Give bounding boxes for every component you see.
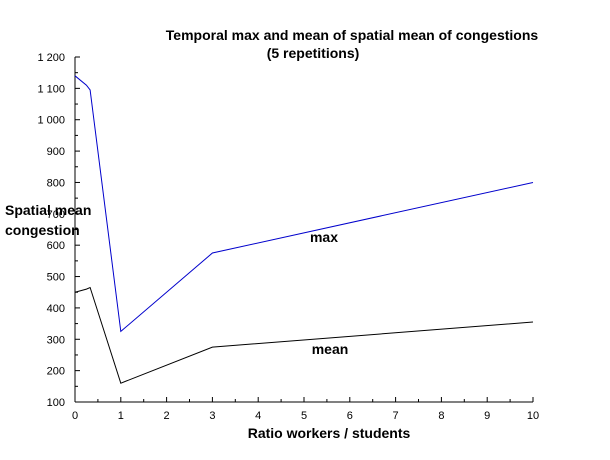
x-tick-label: 6 [347,410,353,422]
x-tick-label: 2 [164,410,170,422]
x-tick-label: 3 [209,410,215,422]
y-axis-label-line-1: Spatial mean [5,202,91,218]
x-tick-label: 0 [72,410,78,422]
y-tick-label: 500 [47,272,65,284]
y-tick-label: 600 [47,240,65,252]
y-tick-label: 1 000 [37,115,65,127]
y-tick-label: 100 [47,397,65,409]
y-axis-label-line-2: congestion [5,222,80,238]
plot-area [74,75,534,384]
series-line-mean [74,286,534,384]
y-tick-label: 1 200 [37,52,65,64]
y-tick-label: 200 [47,366,65,378]
y-tick-label: 900 [47,146,65,158]
chart-title-line-1: Temporal max and mean of spatial mean of… [166,27,539,43]
x-tick-label: 9 [484,410,490,422]
x-axis-label: Ratio workers / students [248,425,411,441]
y-tick-label: 300 [47,334,65,346]
y-tick-label: 1 100 [37,83,65,95]
series-label-max: max [310,229,338,245]
x-tick-label: 10 [527,410,539,422]
x-tick-label: 1 [118,410,124,422]
chart-title-line-2: (5 repetitions) [267,45,360,61]
series-label-mean: mean [312,341,349,357]
x-tick-label: 5 [301,410,307,422]
axes: 0 1 2 3 4 5 6 7 8 9 10 100 200 300 400 500 600 700 800 900 1… [37,52,539,422]
x-tick-label: 8 [438,410,444,422]
x-tick-label: 7 [393,410,399,422]
y-tick-label: 700 [47,209,65,221]
y-tick-label: 400 [47,303,65,315]
y-tick-label: 800 [47,177,65,189]
x-tick-label: 4 [255,410,261,422]
series-line-max [74,75,534,333]
